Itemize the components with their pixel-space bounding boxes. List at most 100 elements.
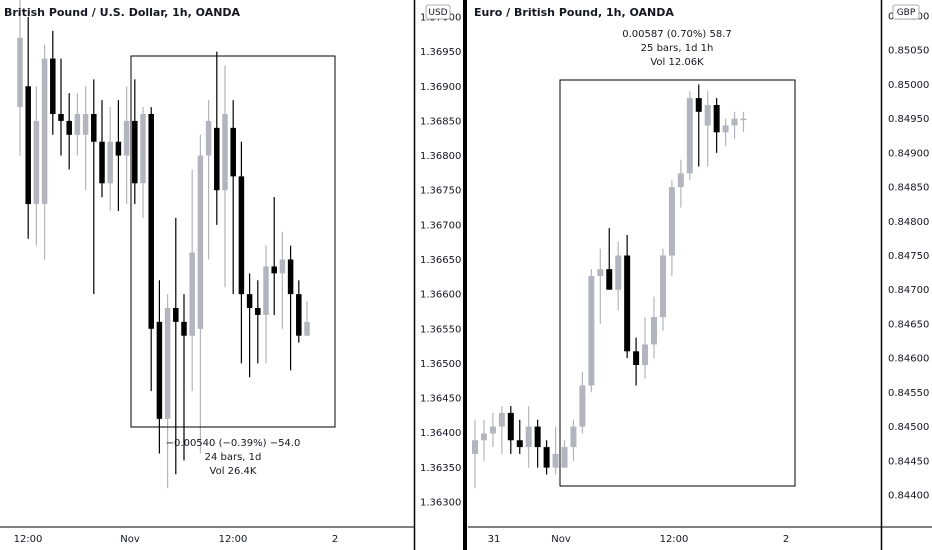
right-candle-body-24 — [677, 173, 684, 188]
right-candle-body-16 — [606, 269, 613, 290]
left-y-tick-5: 1.36800 — [420, 151, 461, 162]
left-y-tick-3: 1.36900 — [420, 82, 461, 93]
left-y-tick-7: 1.36700 — [420, 220, 461, 231]
gbpusd-pane: −0.00540 (−0.39%) −54.0 24 bars, 1d Vol … — [0, 0, 461, 545]
gbpusd-x-tick-2: Nov — [120, 534, 140, 545]
gbpusd-x-tick-4: 2 — [332, 534, 338, 545]
left-candle-body-33 — [279, 259, 286, 274]
right-candle-body-31 — [740, 118, 747, 121]
right-y-tick-6: 0.84850 — [888, 183, 929, 194]
right-y-tick-8: 0.84750 — [888, 251, 929, 262]
left-candle-body-30 — [255, 308, 261, 315]
left-candle-body-28 — [238, 176, 245, 295]
left-candle-body-6 — [58, 114, 64, 121]
right-candle-body-1 — [472, 440, 478, 454]
right-candle-body-10 — [552, 453, 559, 468]
right-y-tick-15: 0.84400 — [888, 491, 929, 502]
right-candle-body-22 — [659, 255, 666, 318]
left-candle-body-25 — [214, 127, 220, 191]
left-candle-body-15 — [132, 120, 138, 184]
gbpusd-x-tick-3: 12:00 — [219, 534, 248, 545]
pane-divider — [463, 0, 467, 550]
right-candle-body-5 — [507, 412, 514, 441]
right-y-tick-2: 0.85050 — [888, 46, 929, 57]
left-candle-body-23 — [197, 155, 204, 329]
eurgbp-measure-box — [559, 79, 796, 487]
right-candle-body-23 — [668, 187, 675, 256]
left-candle-body-29 — [246, 294, 253, 308]
left-candle-body-31 — [263, 266, 269, 315]
eurgbp-candles — [472, 84, 747, 489]
left-y-tick-12: 1.36450 — [420, 394, 461, 405]
right-candle-body-28 — [713, 104, 720, 133]
eurgbp-pane: 0.00587 (0.70%) 58.7 25 bars, 1d 1h Vol … — [468, 4, 932, 545]
left-y-tick-9: 1.36600 — [420, 290, 461, 301]
right-y-tick-13: 0.84500 — [888, 422, 929, 433]
left-candle-body-20 — [173, 308, 179, 322]
right-candle-body-3 — [489, 426, 496, 434]
left-candle-body-36 — [304, 321, 310, 336]
left-candle-body-27 — [230, 127, 236, 177]
right-candle-body-30 — [731, 118, 738, 126]
right-candle-body-9 — [543, 447, 550, 468]
right-candle-body-4 — [498, 412, 505, 427]
right-candle-body-12 — [570, 426, 577, 448]
left-candle-body-22 — [189, 252, 195, 336]
left-y-tick-8: 1.36650 — [420, 255, 461, 266]
left-y-tick-15: 1.36300 — [420, 498, 461, 509]
left-candle-body-21 — [181, 321, 187, 336]
right-candle-body-27 — [704, 104, 711, 126]
right-candle-body-17 — [615, 255, 622, 290]
right-candle-body-25 — [686, 98, 693, 174]
right-y-tick-7: 0.84800 — [888, 217, 929, 228]
left-candle-body-14 — [123, 120, 130, 156]
eurgbp-x-tick-3: 12:00 — [660, 534, 689, 545]
left-candle-body-26 — [222, 114, 228, 191]
left-candle-body-10 — [91, 114, 97, 142]
right-candle-body-21 — [651, 317, 657, 345]
right-candle-body-20 — [642, 344, 649, 365]
left-candle-body-2 — [25, 86, 31, 205]
right-candle-body-6 — [516, 440, 523, 448]
left-candle-body-34 — [287, 259, 294, 295]
eurgbp-x-tick-2: Nov — [551, 534, 571, 545]
gbpusd-measure-line-2: 24 bars, 1d — [205, 452, 262, 463]
left-candle-body-18 — [156, 321, 163, 419]
left-y-tick-11: 1.36500 — [420, 359, 461, 370]
right-candle-body-14 — [588, 276, 595, 386]
gbp-currency-label: GBP — [897, 8, 916, 18]
left-candle-body-8 — [74, 114, 81, 135]
right-candle-body-11 — [561, 447, 568, 468]
gbpusd-measure-line-3: Vol 26.4K — [210, 466, 257, 477]
left-candle-body-11 — [99, 141, 105, 184]
right-candle-body-15 — [597, 269, 604, 277]
right-candle-body-8 — [534, 426, 541, 448]
right-y-tick-12: 0.84550 — [888, 388, 929, 399]
left-candle-body-19 — [164, 308, 171, 419]
gbpusd-x-tick-1: 12:00 — [14, 534, 43, 545]
gbpusd-candles — [17, 0, 310, 489]
left-y-tick-2: 1.36950 — [420, 47, 461, 58]
usd-currency-badge — [425, 4, 451, 20]
left-candle-body-4 — [41, 58, 48, 205]
gbpusd-y-axis: 1.370001.369501.369001.368501.368001.367… — [420, 13, 461, 509]
left-candle-body-24 — [205, 120, 212, 156]
left-y-tick-4: 1.36850 — [420, 116, 461, 127]
left-y-tick-14: 1.36350 — [420, 463, 461, 474]
right-y-tick-14: 0.84450 — [888, 456, 929, 467]
eurgbp-x-tick-4: 2 — [783, 534, 789, 545]
left-candle-body-17 — [148, 114, 154, 329]
left-candle-body-13 — [115, 141, 122, 156]
eurgbp-x-tick-1: 31 — [488, 534, 501, 545]
right-candle-body-18 — [624, 255, 631, 352]
left-candle-body-12 — [107, 141, 113, 184]
gbpusd-measure-box — [130, 55, 336, 428]
left-y-tick-6: 1.36750 — [420, 186, 461, 197]
right-y-tick-3: 0.85000 — [888, 80, 929, 91]
right-y-tick-5: 0.84900 — [888, 148, 929, 159]
right-y-tick-11: 0.84600 — [888, 354, 929, 365]
right-y-tick-4: 0.84950 — [888, 114, 929, 125]
left-candle-body-9 — [82, 114, 89, 135]
left-candle-body-32 — [271, 266, 277, 274]
